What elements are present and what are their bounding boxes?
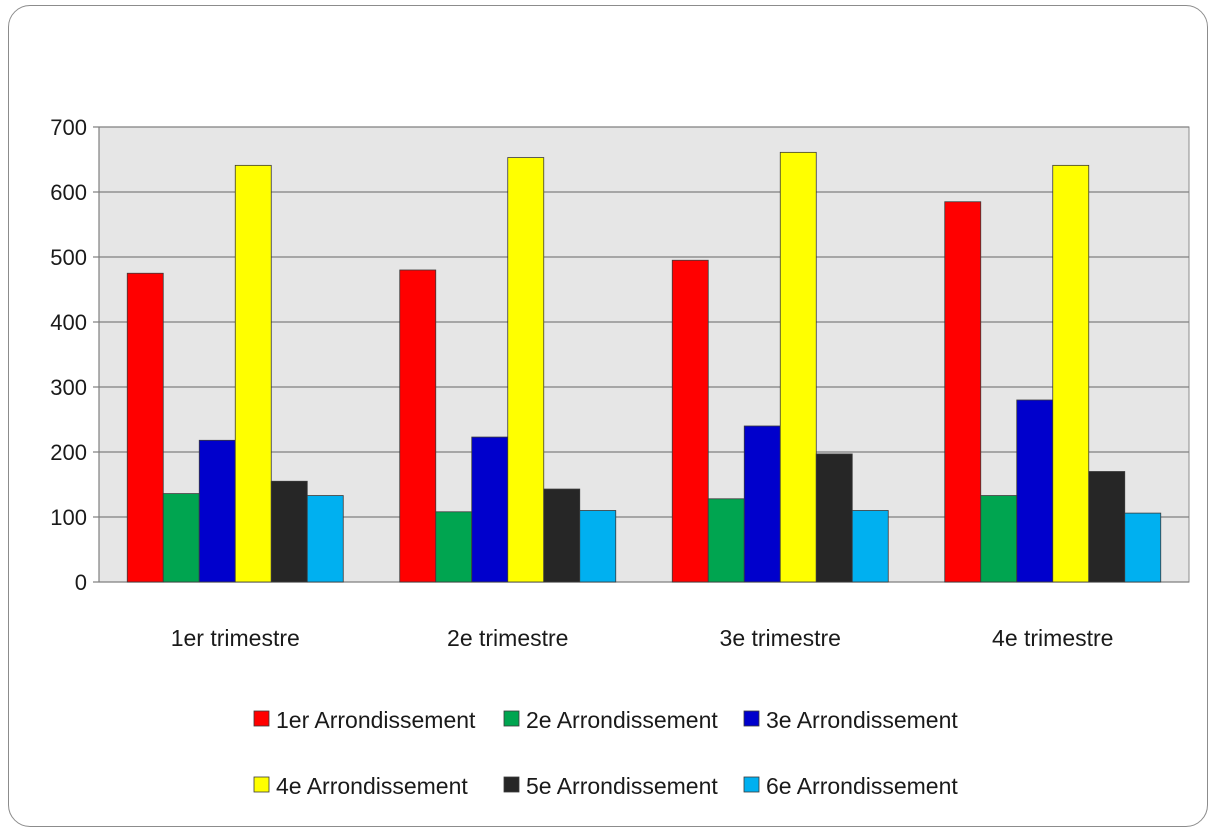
bar bbox=[126, 272, 164, 583]
bar bbox=[306, 495, 344, 583]
bar bbox=[779, 151, 817, 583]
y-tick-label: 400 bbox=[50, 310, 87, 335]
bar bbox=[815, 453, 853, 583]
legend-label: 4e Arrondissement bbox=[276, 773, 468, 799]
legend-label: 3e Arrondissement bbox=[766, 707, 958, 733]
bar bbox=[198, 439, 236, 583]
bar bbox=[671, 259, 709, 583]
category-label: 4e trimestre bbox=[992, 625, 1113, 651]
y-tick-label: 500 bbox=[50, 245, 87, 270]
bar bbox=[1016, 399, 1054, 583]
y-axis: 0 100 200 300 400 500 600 700 bbox=[50, 115, 100, 595]
chart-card: 0 100 200 300 400 500 600 700 1er trimestre 2e t… bbox=[8, 5, 1208, 827]
bar bbox=[980, 495, 1018, 583]
bar bbox=[944, 201, 982, 583]
legend-swatch bbox=[743, 710, 760, 727]
bar bbox=[1052, 164, 1090, 583]
bar bbox=[435, 511, 473, 583]
bar bbox=[162, 493, 200, 583]
category-label: 3e trimestre bbox=[720, 625, 841, 651]
legend-swatch bbox=[743, 776, 760, 793]
bar bbox=[270, 480, 308, 583]
bar bbox=[234, 164, 272, 583]
bar bbox=[707, 498, 745, 583]
bar bbox=[851, 510, 889, 583]
legend-swatch bbox=[503, 776, 520, 793]
bar bbox=[579, 510, 617, 583]
bar bbox=[399, 269, 437, 583]
category-label: 2e trimestre bbox=[447, 625, 568, 651]
y-tick-label: 100 bbox=[50, 505, 87, 530]
y-tick-label: 300 bbox=[50, 375, 87, 400]
legend-label: 5e Arrondissement bbox=[526, 773, 718, 799]
y-tick-label: 700 bbox=[50, 115, 87, 140]
legend-label: 2e Arrondissement bbox=[526, 707, 718, 733]
category-label: 1er trimestre bbox=[171, 625, 300, 651]
legend: 1er Arrondissement 2e Arrondissement 3e Ar… bbox=[253, 707, 958, 799]
legend-label: 1er Arrondissement bbox=[276, 707, 476, 733]
bar bbox=[471, 436, 509, 583]
y-tick-label: 600 bbox=[50, 180, 87, 205]
bar bbox=[543, 488, 581, 583]
y-tick-label: 200 bbox=[50, 440, 87, 465]
bars bbox=[126, 151, 1162, 583]
bar-chart: 0 100 200 300 400 500 600 700 1er trimestre 2e t… bbox=[50, 115, 1190, 799]
legend-swatch bbox=[503, 710, 520, 727]
legend-swatch bbox=[253, 710, 270, 727]
bar bbox=[1088, 471, 1126, 583]
bar bbox=[507, 157, 545, 583]
bar bbox=[743, 425, 781, 583]
y-tick-label: 0 bbox=[75, 570, 87, 595]
legend-label: 6e Arrondissement bbox=[766, 773, 958, 799]
bar bbox=[1124, 512, 1162, 583]
legend-swatch bbox=[253, 776, 270, 793]
x-axis-labels: 1er trimestre 2e trimestre 3e trimestre 4e … bbox=[171, 625, 1114, 651]
